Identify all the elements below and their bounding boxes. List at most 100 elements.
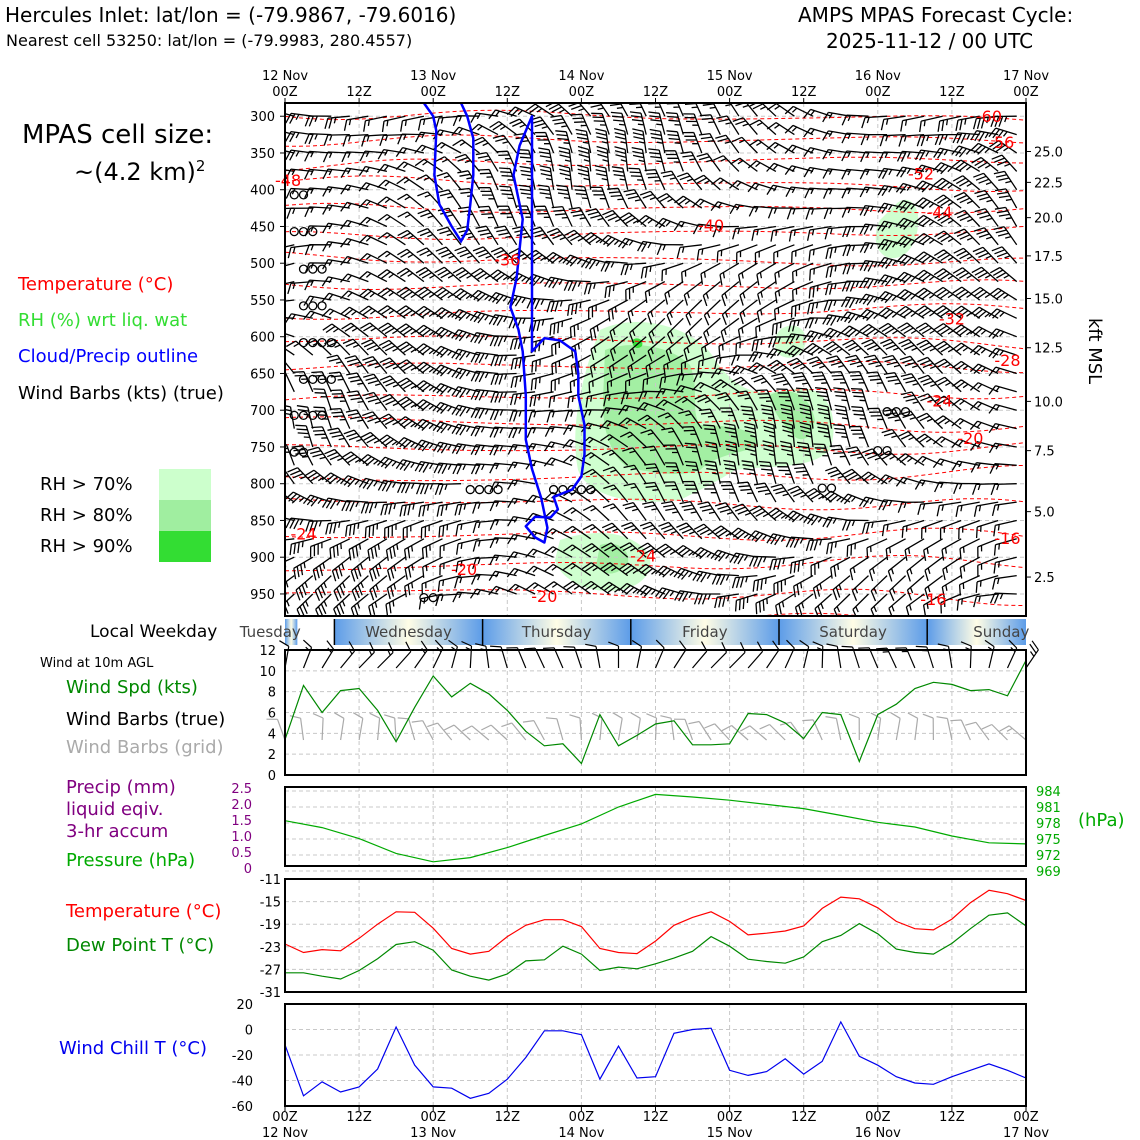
wind-barb [923,538,943,562]
wind-barb [545,103,573,117]
calm-wind-circle [289,190,299,200]
wind-barb [396,416,425,430]
wind-barb [988,366,1017,377]
calm-wind-circle [419,592,429,603]
wind-barb [433,287,462,301]
wind-barb [648,103,666,117]
wind-barb [704,460,721,484]
wind-barb [934,212,962,228]
calm-wind-circle [317,301,327,311]
wind-barb [896,453,925,466]
wind-barb [358,477,388,490]
wind-barb [693,174,721,191]
wind-barb [601,522,629,540]
wind-barb [896,166,925,178]
wind-barb [655,587,684,600]
wind-barbs-true-label: Wind Barbs (true) [66,709,226,730]
calm-wind-circle [900,407,911,417]
wind-barb [674,396,703,411]
wind-barb [451,423,480,436]
precip-label-2: liquid eqiv. [66,799,164,820]
wind-barb [342,338,369,356]
wind-barb [683,336,703,361]
wind-barb [693,371,721,383]
wind-barb [581,580,610,595]
rh-blob-7 [632,338,643,348]
calm-wind-circle [882,407,892,417]
wind-barb [295,575,314,601]
precip-tick-label: 2.0 [231,798,252,813]
wind-barb [437,574,462,592]
wind-barb [683,113,703,135]
wind-barb [914,197,943,210]
wind-barb [345,409,369,429]
wind-barb [340,290,369,301]
wind-barb [747,530,777,543]
wind-barb [343,115,369,131]
wind-barb [340,273,369,283]
wind-barb [285,112,313,124]
wind-barb [436,171,462,191]
wind-barb [488,291,517,305]
wind-barb [322,204,350,215]
wind-barb [303,310,332,320]
wind-speed-line [284,660,1027,765]
wind-barb [378,339,406,356]
wind-barb [438,519,462,538]
wind-barb [729,552,758,565]
wind-barb [526,297,554,310]
legend-rh: RH (%) wrt liq. wat [18,310,188,331]
wind-barb [490,391,517,403]
wind-barb [747,641,764,669]
wind-barb [826,355,851,374]
wind-barb [618,417,647,430]
wind-barb [544,563,573,577]
kft-tick-label: 22.5 [1034,176,1063,191]
wind-barb [859,168,888,180]
wind-barb [377,196,406,209]
wind-barb [795,387,814,411]
wind-barb [470,332,499,344]
wind-barb [658,521,684,540]
wind-barb [860,133,888,146]
wind-barb [506,647,527,669]
temp-contour-label: -20 [957,429,983,448]
wind-barb [506,271,536,284]
wind-barb [470,351,499,364]
wind-barb [575,128,592,154]
wind-barb [285,313,313,324]
wind-barb [451,288,480,301]
wind-barb [951,417,980,430]
pressure-tick-label: 450 [250,220,275,235]
wind-barb [340,219,369,230]
wind-barb [762,440,777,466]
wind-barb [618,562,647,577]
wind-barb [760,404,777,429]
wind-barb [692,641,708,669]
wind-barb [315,593,332,616]
wind-barb [988,308,1017,319]
wind-barb [710,201,740,211]
wind-barb [673,718,694,741]
wind-barb [784,165,814,175]
wind-barb [952,360,981,375]
wind-barb [941,538,962,561]
wind-barb [794,593,814,616]
wind-barb [601,449,629,466]
wind-barb [285,149,313,161]
wind-barb [558,164,573,190]
wind-barb [304,279,332,291]
wind-barb [647,299,666,325]
wind-barb [285,280,295,285]
wind-barb [757,281,777,305]
wind-barb [602,503,629,521]
wind-barb [955,115,980,132]
wind-barb [420,519,443,539]
wind-barb [470,267,499,283]
wind-barb [694,394,721,411]
calm-wind-circle [873,445,883,456]
wind-barb [736,481,758,503]
wind-barb [285,130,313,143]
temp-contour-label: -24 [926,392,952,411]
calm-wind-circle [298,301,309,311]
